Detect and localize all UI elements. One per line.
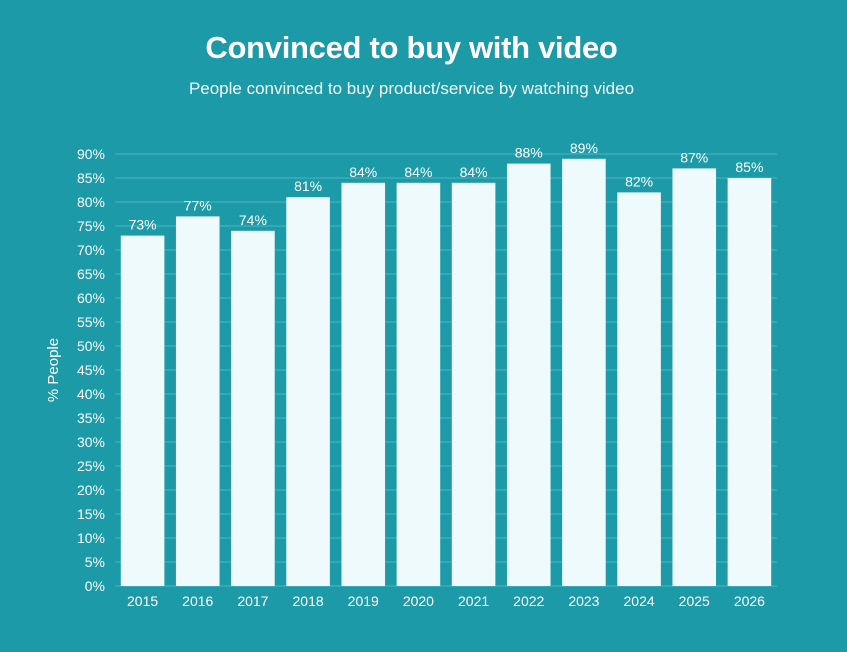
bar-value-label: 74% — [239, 212, 267, 228]
chart-subtitle: People convinced to buy product/service … — [188, 79, 635, 98]
x-tick-label: 2016 — [182, 593, 213, 609]
x-tick-label: 2023 — [568, 593, 599, 609]
bar-value-label: 81% — [294, 178, 322, 194]
y-tick-label: 10% — [77, 530, 105, 546]
bar-2025 — [672, 168, 717, 586]
bar-2026 — [727, 178, 772, 586]
bar-value-label: 84% — [404, 164, 432, 180]
bar-2017 — [231, 230, 275, 587]
y-tick-label: 5% — [85, 554, 105, 570]
x-tick-label: 2018 — [293, 593, 324, 609]
bar-2022 — [506, 163, 551, 586]
y-tick-label: 50% — [77, 338, 105, 354]
y-tick-label: 15% — [77, 506, 105, 522]
bar-2020 — [396, 182, 441, 587]
y-tick-label: 20% — [77, 482, 105, 498]
x-tick-label: 2017 — [237, 593, 268, 609]
y-axis-label: % People — [45, 338, 62, 402]
bar-2018 — [286, 197, 330, 586]
bar-value-label: 87% — [680, 149, 708, 165]
bar-value-label: 73% — [129, 217, 157, 233]
x-tick-label: 2015 — [127, 593, 158, 609]
y-tick-label: 70% — [77, 242, 105, 258]
bar-value-label: 84% — [349, 164, 377, 180]
chart-title: Convinced to buy with video — [205, 30, 618, 65]
bar-value-label: 88% — [515, 145, 543, 161]
y-tick-label: 35% — [77, 410, 105, 426]
x-tick-label: 2022 — [513, 593, 544, 609]
gridlines — [115, 153, 777, 587]
x-tick-label: 2020 — [403, 593, 434, 609]
bar-2024 — [617, 192, 661, 586]
bar-value-label: 82% — [625, 173, 653, 189]
bar-2016 — [175, 216, 220, 586]
bar-value-label: 85% — [735, 159, 763, 175]
y-tick-label: 65% — [77, 266, 105, 282]
x-tick-label: 2026 — [734, 593, 765, 609]
x-tick-label: 2019 — [348, 593, 379, 609]
bar-value-label: 89% — [570, 140, 598, 156]
x-axis-ticks: 2015 2016 2017 2018 2019 2020 2021 2022 2023 2024… — [127, 593, 765, 609]
y-tick-label: 0% — [85, 578, 105, 594]
y-tick-label: 85% — [77, 170, 105, 186]
x-tick-label: 2025 — [679, 593, 710, 609]
bar-2015 — [120, 235, 165, 586]
y-tick-label: 45% — [77, 362, 105, 378]
y-tick-label: 30% — [77, 434, 105, 450]
x-tick-label: 2021 — [458, 593, 489, 609]
x-tick-label: 2024 — [624, 593, 655, 609]
bars: 73% 77% 74% 81% 84% 84% 84% 88% 89% 82% 87% 85% — [120, 140, 772, 587]
bar-2021 — [451, 182, 496, 587]
bar-value-label: 84% — [460, 164, 488, 180]
y-tick-label: 75% — [77, 218, 105, 234]
y-tick-label: 55% — [77, 314, 105, 330]
y-tick-label: 60% — [77, 290, 105, 306]
y-axis-ticks: 0% 5% 10% 15% 20% 25% 30% 35% 40% 45% 50% 55% 60% 65%… — [77, 146, 105, 594]
y-tick-label: 40% — [77, 386, 105, 402]
bar-2019 — [341, 182, 386, 587]
y-tick-label: 80% — [77, 194, 105, 210]
y-tick-label: 90% — [77, 146, 105, 162]
y-tick-label: 25% — [77, 458, 105, 474]
bar-2023 — [562, 158, 606, 587]
bar-value-label: 77% — [184, 197, 212, 213]
